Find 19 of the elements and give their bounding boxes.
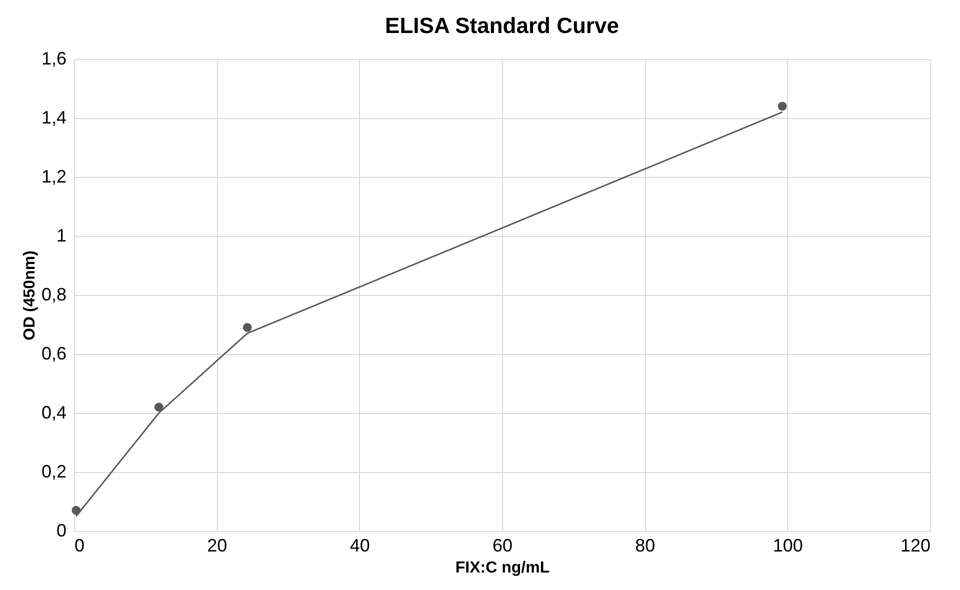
y-tick-label: 0,2 — [41, 462, 66, 482]
y-tick-label: 1,4 — [41, 108, 66, 128]
x-tick-label: 80 — [635, 536, 656, 556]
x-tick-label: 0 — [74, 536, 85, 556]
y-tick-label: 0,8 — [41, 284, 66, 304]
chart-title: ELISA Standard Curve — [385, 13, 619, 38]
x-tick-label: 60 — [492, 536, 513, 556]
y-tick-label: 1 — [56, 226, 66, 246]
y-tick-label: 1,2 — [41, 166, 66, 186]
y-tick-label: 0 — [56, 520, 66, 540]
x-tick-label: 120 — [900, 536, 930, 556]
x-tick-label: 40 — [350, 536, 370, 556]
y-tick-label: 1,6 — [41, 48, 66, 68]
y-tick-label: 0,4 — [41, 402, 66, 422]
x-axis-title: FIX:C ng/mL — [455, 560, 550, 576]
x-tick-label: 100 — [772, 536, 803, 556]
y-axis-title: OD (450nm) — [21, 250, 38, 340]
x-tick-label: 20 — [207, 536, 228, 556]
y-tick-label: 0,6 — [41, 344, 66, 364]
